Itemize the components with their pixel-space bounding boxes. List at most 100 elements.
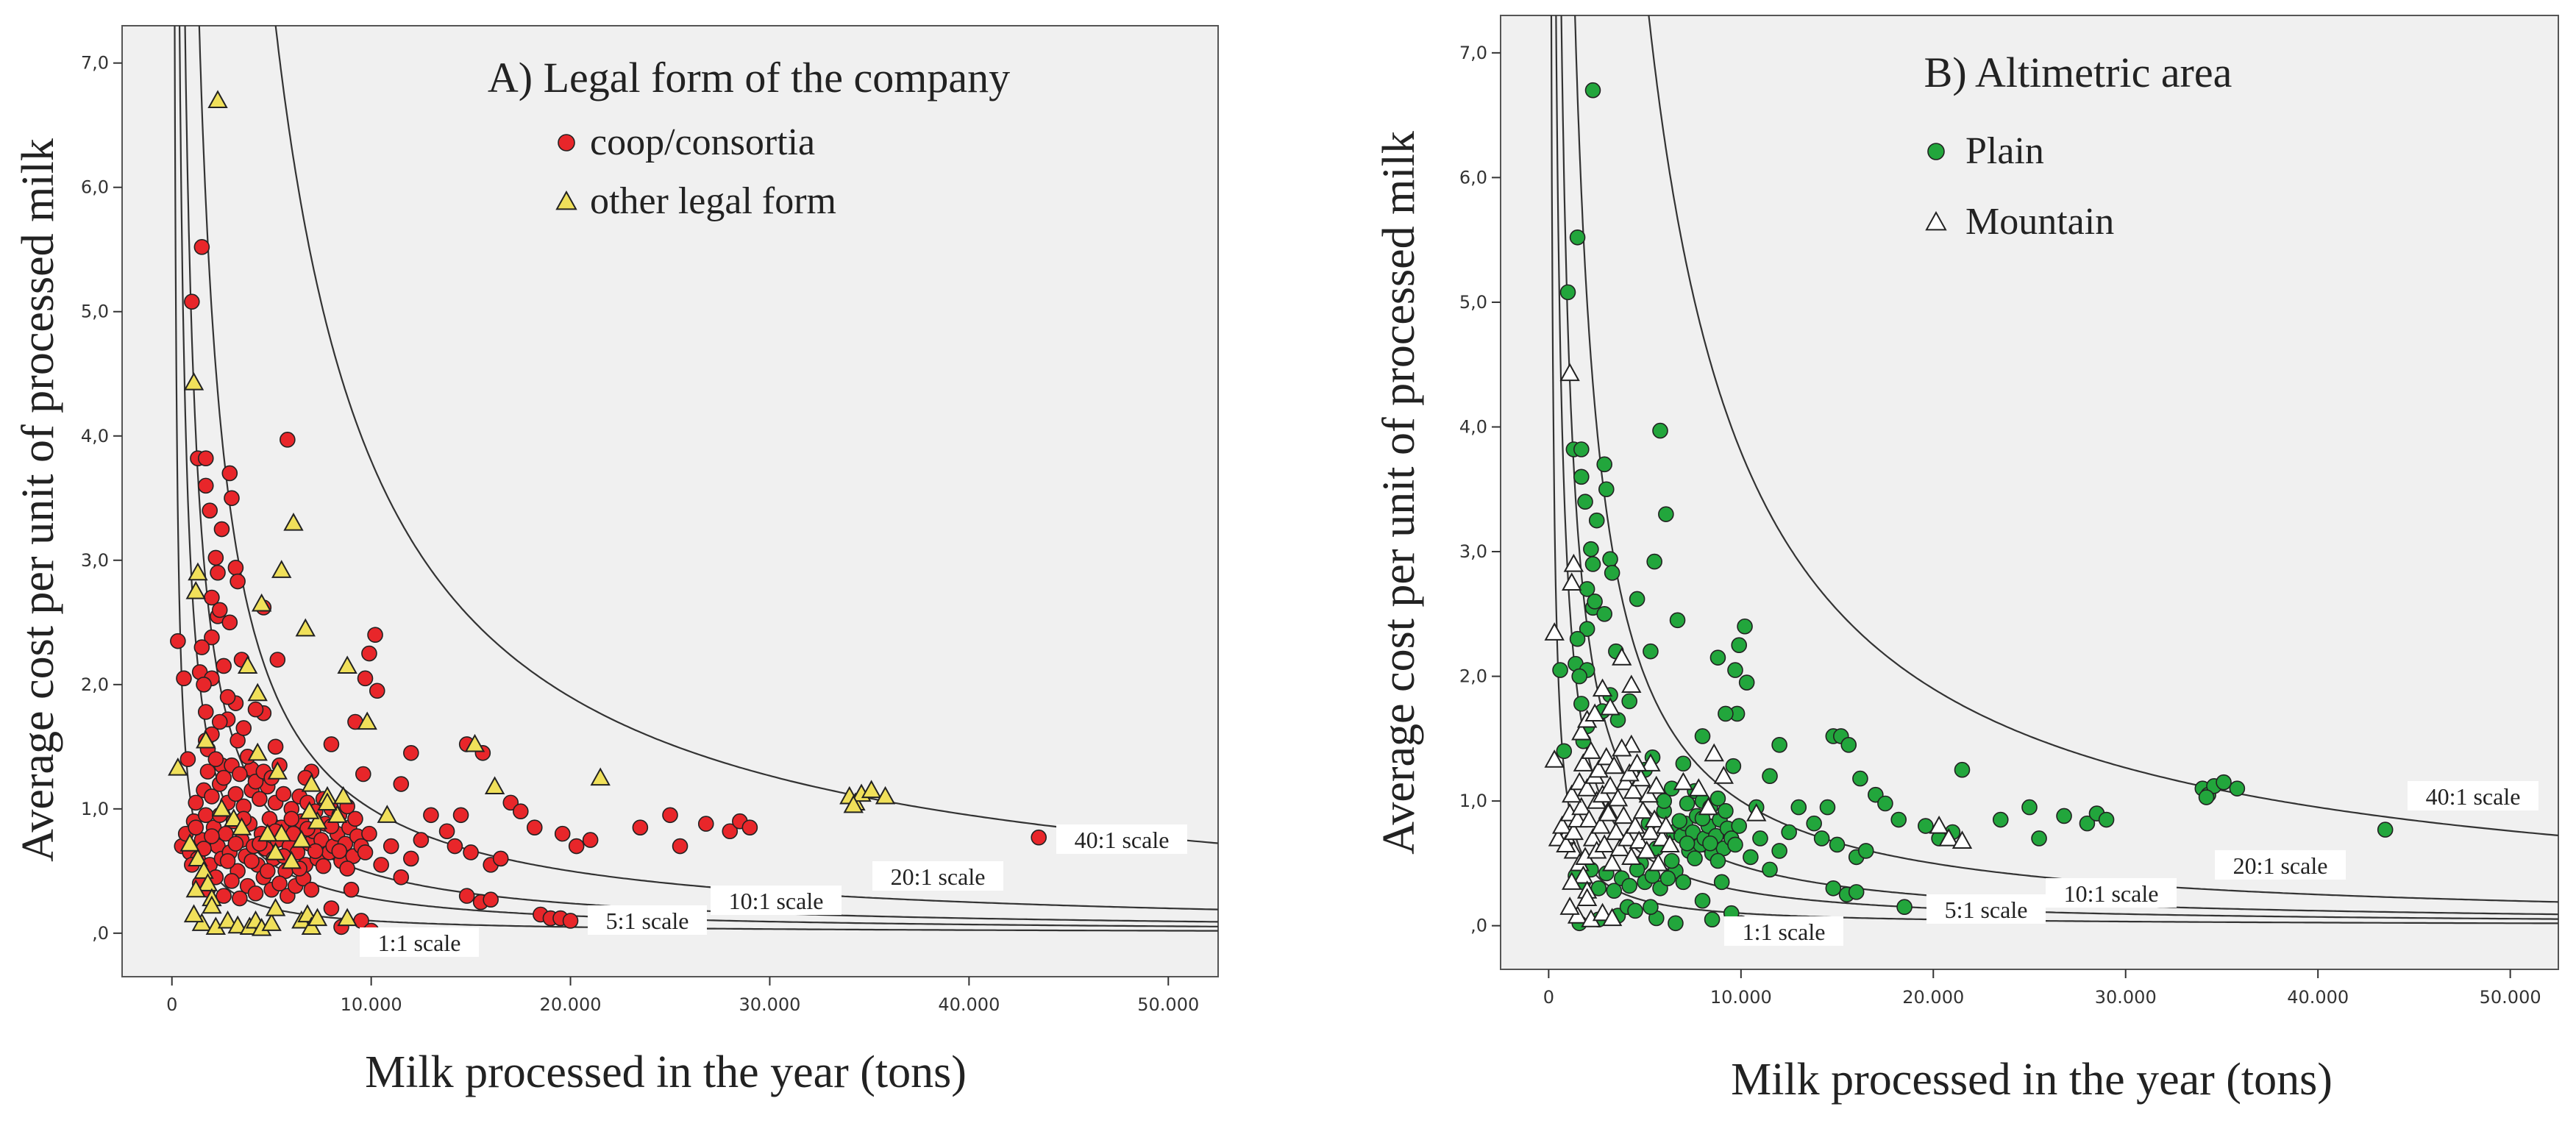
- scatter-point: [1583, 541, 1599, 557]
- points-a: [168, 90, 1047, 939]
- scatter-point: [1840, 737, 1857, 753]
- scatter-point: [1679, 795, 1696, 812]
- scatter-point: [275, 785, 292, 802]
- scatter-point: [1713, 766, 1734, 784]
- scatter-point: [1596, 746, 1617, 766]
- curve-label-bg: [360, 927, 479, 957]
- scatter-point: [458, 888, 475, 904]
- curve-label: 10:1 scale: [2064, 880, 2159, 907]
- scatter-point: [202, 895, 222, 914]
- scatter-point: [207, 751, 224, 768]
- scatter-point: [1562, 572, 1582, 591]
- scale-curve: [184, 26, 1218, 923]
- scatter-point: [227, 560, 244, 576]
- scatter-point: [568, 838, 585, 855]
- x-tick-label: 50.000: [1137, 994, 1199, 1015]
- scatter-point: [307, 908, 328, 927]
- scatter-point: [562, 913, 579, 929]
- curve-label-bg: [2046, 878, 2177, 908]
- scatter-point: [1600, 696, 1620, 716]
- scatter-point: [1621, 847, 1642, 866]
- scatter-point: [193, 639, 210, 655]
- scatter-point: [1601, 852, 1623, 872]
- scatter-point: [1623, 780, 1644, 799]
- scatter-point: [1600, 775, 1620, 794]
- scatter-point: [1643, 643, 1659, 660]
- scatter-point: [1551, 815, 1573, 834]
- y-axis-title-a: Average cost per unit of processed milk: [13, 138, 63, 862]
- scatter-point: [179, 751, 196, 768]
- scatter-point: [1562, 784, 1582, 803]
- y-tick-label: 4,0: [1459, 416, 1487, 437]
- scatter-point: [1592, 902, 1613, 922]
- scatter-point: [1852, 770, 1868, 787]
- curve-label-bg: [1724, 916, 1843, 946]
- scatter-point: [207, 549, 224, 566]
- scatter-point: [1571, 668, 1587, 685]
- scatter-point: [271, 823, 292, 842]
- scatter-point: [211, 602, 228, 619]
- scatter-point: [1619, 763, 1640, 782]
- scatter-point: [383, 838, 399, 855]
- scatter-point: [1573, 696, 1590, 712]
- scatter-point: [291, 830, 312, 848]
- scatter-point: [283, 810, 300, 827]
- scatter-point: [357, 711, 377, 730]
- scatter-point: [875, 785, 896, 805]
- scatter-point: [259, 863, 276, 880]
- x-tick-label: 30.000: [2095, 987, 2157, 1008]
- scatter-point: [662, 807, 678, 824]
- scatter-point: [1704, 911, 1721, 927]
- scatter-point: [1577, 493, 1593, 510]
- scatter-point: [1579, 621, 1595, 637]
- scatter-point: [1584, 703, 1605, 722]
- scatter-point: [1668, 915, 1684, 932]
- panel-a: 1:1 scale 5:1 scale 10:1 scale 20:1 scale 40…: [13, 25, 1219, 1097]
- curve-label: 20:1 scale: [891, 863, 986, 890]
- curve-label: 5:1 scale: [606, 908, 689, 934]
- x-tick-label: 40.000: [2287, 987, 2349, 1008]
- legend-label: other legal form: [590, 180, 836, 222]
- points-b: [1544, 82, 2394, 932]
- curve-label: 40:1 scale: [1075, 827, 1170, 853]
- scatter-point: [197, 873, 218, 891]
- scatter-point: [1954, 761, 1971, 778]
- scatter-point: [1617, 827, 1638, 847]
- scatter-point: [1590, 815, 1611, 834]
- legend-marker: [555, 190, 577, 210]
- y-tick-label: 4,0: [81, 426, 109, 446]
- scatter-point: [307, 843, 324, 860]
- scatter-point: [197, 450, 214, 466]
- y-tick-label: 5,0: [1459, 292, 1487, 313]
- scatter-point: [1607, 788, 1629, 807]
- x-axis-title-b: Milk processed in the year (tons): [1731, 1055, 2333, 1105]
- scatter-point: [188, 794, 204, 811]
- scatter-point: [247, 701, 264, 718]
- scatter-point: [1727, 836, 1743, 853]
- scatter-point: [1638, 784, 1659, 803]
- scatter-point: [1576, 778, 1598, 797]
- scatter-point: [219, 853, 236, 869]
- y-tick-label: 1,0: [81, 799, 109, 819]
- scatter-point: [1594, 834, 1615, 853]
- scatter-point: [1598, 481, 1615, 498]
- scatter-point: [1929, 815, 1949, 834]
- scatter-point: [265, 841, 286, 860]
- scatter-point: [204, 629, 220, 646]
- scatter-point: [1637, 840, 1657, 859]
- scatter-point: [265, 897, 286, 916]
- scatter-point: [235, 720, 252, 736]
- scatter-point: [185, 580, 206, 599]
- scatter-point: [1613, 805, 1634, 824]
- scatter-point: [1992, 811, 2009, 828]
- scatter-point: [323, 900, 340, 916]
- scatter-point: [1567, 905, 1588, 924]
- y-tick-label: 3,0: [1459, 541, 1487, 562]
- scatter-point: [722, 823, 739, 840]
- scatter-point: [632, 819, 649, 835]
- scatter-point: [393, 869, 410, 886]
- scatter-point: [423, 807, 439, 824]
- curve-label: 5:1 scale: [1945, 897, 2028, 923]
- y-axis-title-b: Average cost per unit of processed milk: [1374, 131, 1424, 855]
- curve-label-bg: [2215, 850, 2346, 880]
